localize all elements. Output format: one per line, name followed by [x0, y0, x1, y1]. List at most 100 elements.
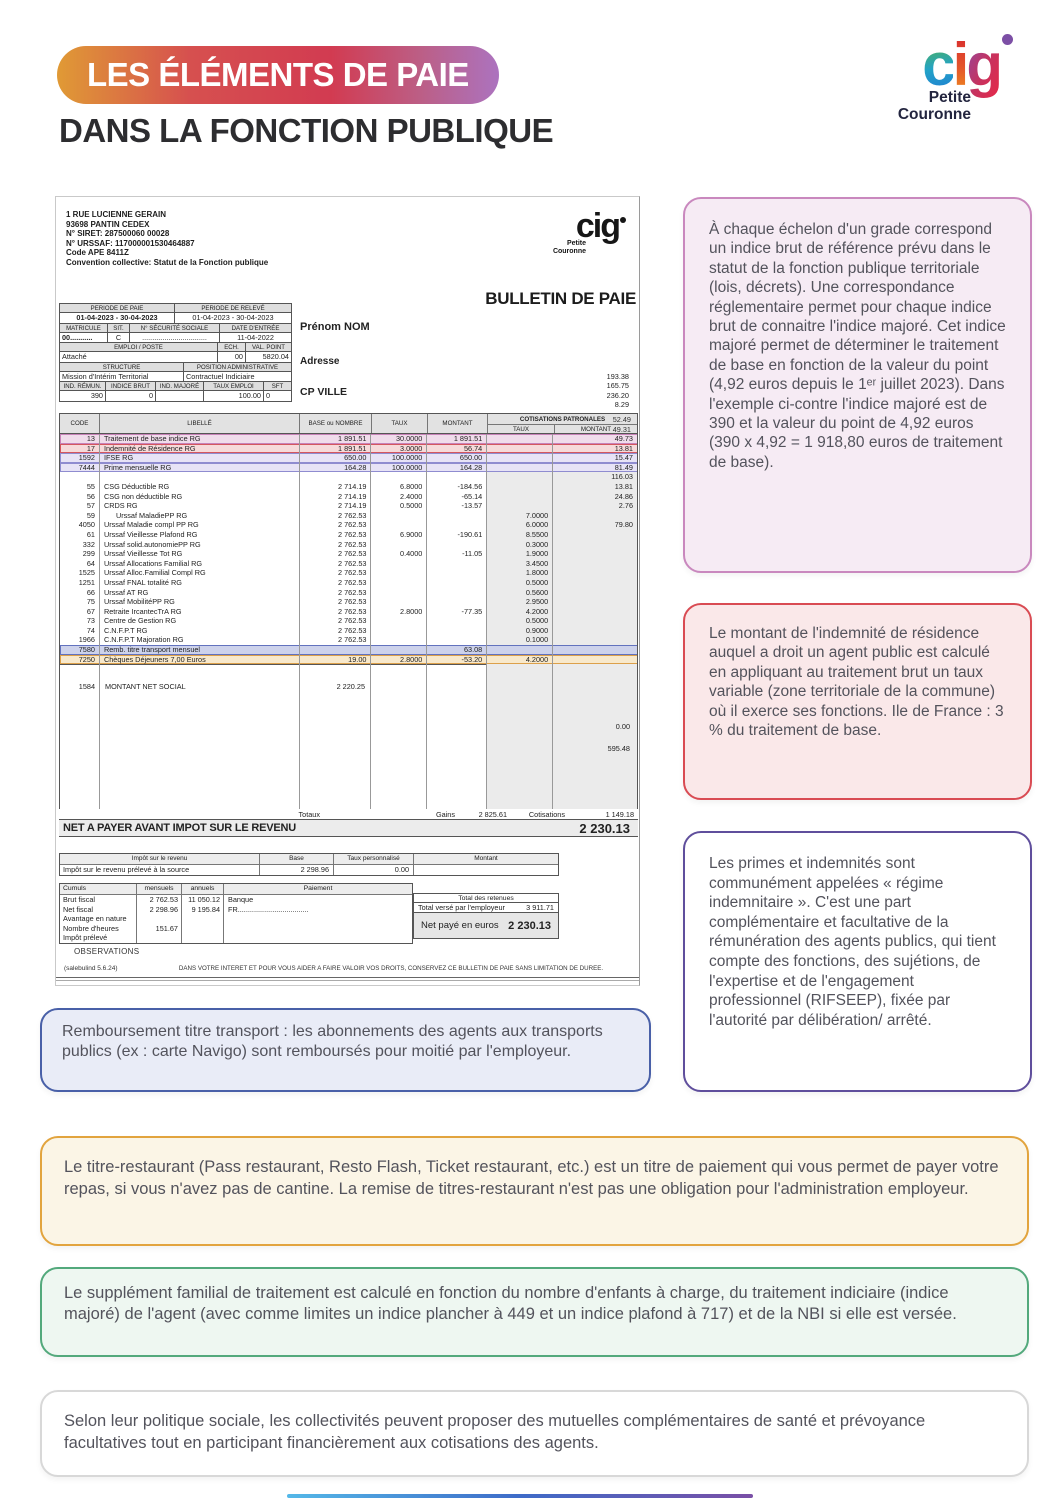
header-cell: mensuels — [137, 884, 182, 894]
table-cell: 66 — [60, 587, 100, 598]
table-cell: 57 — [60, 501, 100, 511]
cotisations-value: 1 149.18 — [605, 809, 634, 819]
table-cell: -190.61 — [427, 529, 488, 540]
table-cell: 164.28 — [427, 462, 488, 473]
payslip-table-row: 73 Centre de Gestion RG 2 762.53 0.5000 — [59, 616, 638, 626]
table-cell — [427, 510, 488, 521]
header-cell: Montant — [474, 855, 498, 862]
table-cell: Centre de Gestion RG — [100, 616, 300, 626]
table-cell — [371, 625, 428, 636]
table-cell: 1 891.51 — [427, 434, 488, 444]
gains-value: 2 825.61 — [478, 809, 507, 819]
header-cell: MATRICULE — [60, 323, 108, 333]
employer-block: 1 RUE LUCIENNE GERAIN 93698 PANTIN CEDEX N… — [66, 210, 268, 268]
table-row: 00........... C ........................… — [60, 332, 292, 343]
value-cell: 5820.04 — [246, 352, 292, 363]
table-cell — [553, 577, 638, 588]
net-paid-label: Net payé en euros — [421, 920, 499, 931]
floating-value: 0.00 — [615, 722, 630, 731]
header-cell: LIBELLÉ — [100, 414, 300, 433]
payslip-table-row: 332 Urssaf solid.autonomiePP RG 2 762.53 0.… — [59, 539, 638, 550]
table-cell: Traitement de base indice RG — [100, 434, 300, 444]
cotisations-header-group: COTISATIONS PATRONALES TAUX MONTANT — [488, 414, 637, 433]
margin-value: 236.20 — [606, 390, 629, 400]
table-cell: 2 762.53 — [300, 510, 372, 521]
totals-row: Totaux Gains 2 825.61 Cotisations 1 149.… — [59, 809, 638, 820]
info-box-text: Le montant de l'indemnité de résidence a… — [709, 625, 1004, 740]
table-cell: 2.8000 — [371, 606, 428, 617]
table-cell — [427, 577, 488, 588]
table-cell — [553, 587, 638, 598]
table-cell: 2.8000 — [371, 654, 428, 665]
table-cell — [224, 924, 412, 934]
extension-columns — [59, 664, 638, 809]
table-cell: Urssaf AT RG — [100, 587, 300, 598]
cig-logo: cig Petite Couronne — [885, 34, 1025, 140]
table-cell: -13.57 — [427, 501, 488, 511]
value-cell: 01-04-2023 - 30-04-2023 — [60, 313, 175, 324]
footer-accent-bar — [287, 1494, 753, 1498]
info-box-text: Le titre-restaurant (Pass restaurant, Re… — [64, 1158, 999, 1198]
table-cell: 2 762.53 — [300, 529, 372, 540]
table-cell: 7.0000 — [487, 510, 554, 521]
table-cell — [487, 645, 554, 655]
net-pay-row: NET A PAYER AVANT IMPOT SUR LE REVENU 2 … — [59, 820, 638, 837]
cumuls-row: Net fiscal 2 298.96 9 195.84 FR............… — [60, 904, 412, 914]
table-row: PERIODE DE PAIE PERIODE DE RELEVÉ — [60, 304, 292, 313]
payslip-table-row: 75 Urssaf MobilitéPP RG 2 762.53 2.9500 — [59, 597, 638, 607]
value-cell: Impôt sur le revenu prélevé à la source — [60, 865, 260, 875]
value-cell: 0.00 — [334, 865, 414, 875]
table-cell — [371, 645, 428, 655]
employer-line: Convention collective: Statut de la Fonc… — [66, 257, 269, 267]
table-cell: Urssaf Maladie compl PP RG — [100, 520, 300, 530]
payslip-cig-letters: cig — [576, 209, 626, 243]
header-cell: TAUX — [372, 414, 428, 433]
table-cell — [60, 472, 100, 482]
table-row: EMPLOI / POSTE ECH. VAL. POINT — [60, 343, 292, 352]
table-cell: Nombre d'heures — [60, 923, 137, 933]
table-cell — [427, 616, 488, 626]
payslip-table-row: 13 Traitement de base indice RG 1 891.51 30… — [59, 434, 638, 444]
gains-label: Gains — [435, 809, 455, 819]
table-cell — [427, 539, 488, 550]
table-cell: CSG Déductible RG — [100, 481, 300, 492]
header-cell: DATE D'ENTRÉE — [220, 323, 292, 333]
table-cell: Urssaf Vieillesse Tot RG — [100, 549, 300, 559]
table-cell: 49.73 — [553, 434, 638, 444]
table-cell — [100, 664, 300, 809]
table-row: STRUCTURE POSITION ADMINISTRATIVE — [60, 362, 292, 372]
table-cell: 1.9000 — [487, 549, 554, 559]
table-cell — [224, 933, 412, 943]
table-cell — [371, 587, 428, 598]
header-cell: INDICE BRUT — [106, 382, 156, 391]
header-cell: MONTANT — [580, 425, 612, 433]
table-cell — [371, 510, 428, 521]
table-cell — [224, 914, 412, 924]
net-pay-label: NET A PAYER AVANT IMPOT SUR LE REVENU — [63, 822, 296, 834]
table-cell — [371, 664, 428, 809]
table-cell: 151.67 — [137, 923, 182, 933]
table-cell: 17 — [60, 443, 100, 454]
info-box-sft: Le supplément familial de traitement est… — [40, 1267, 1029, 1357]
payslip-table-row: 74 C.N.F.P.T RG 2 762.53 0.9000 — [59, 625, 638, 636]
info-box-text: Le supplément familial de traitement est… — [64, 1284, 957, 1323]
net-pay-value: 2 230.13 — [579, 820, 630, 836]
table-cell: Urssaf Alloc.Familial Compl RG — [100, 568, 300, 578]
table-row: 390 0 100.00 0 — [60, 391, 292, 402]
table-cell — [371, 577, 428, 588]
header-cell: STRUCTURE — [60, 362, 184, 372]
table-cell: 116.03 — [553, 472, 638, 482]
table-cell: Brut fiscal — [60, 895, 137, 905]
table-cell: 4050 — [60, 520, 100, 530]
table-cell: 24.86 — [553, 491, 638, 502]
info-box-transport: Remboursement titre transport : les abon… — [40, 1008, 651, 1092]
table-cell — [487, 664, 554, 809]
info-box-text: Les primes et indemnités sont communémen… — [709, 855, 996, 1029]
cumuls-row: Nombre d'heures 151.67 — [60, 923, 412, 934]
payslip-table-row: 4050 Urssaf Maladie compl PP RG 2 762.53 6.… — [59, 520, 638, 530]
table-cell: Prime mensuelle RG — [100, 462, 300, 473]
net-paid-value: 2 230.13 — [508, 919, 551, 932]
table-cell: Urssaf Vieillesse Plafond RG — [100, 529, 300, 540]
table-cell: Chèques Déjeuners 7,00 Euros — [100, 654, 300, 665]
